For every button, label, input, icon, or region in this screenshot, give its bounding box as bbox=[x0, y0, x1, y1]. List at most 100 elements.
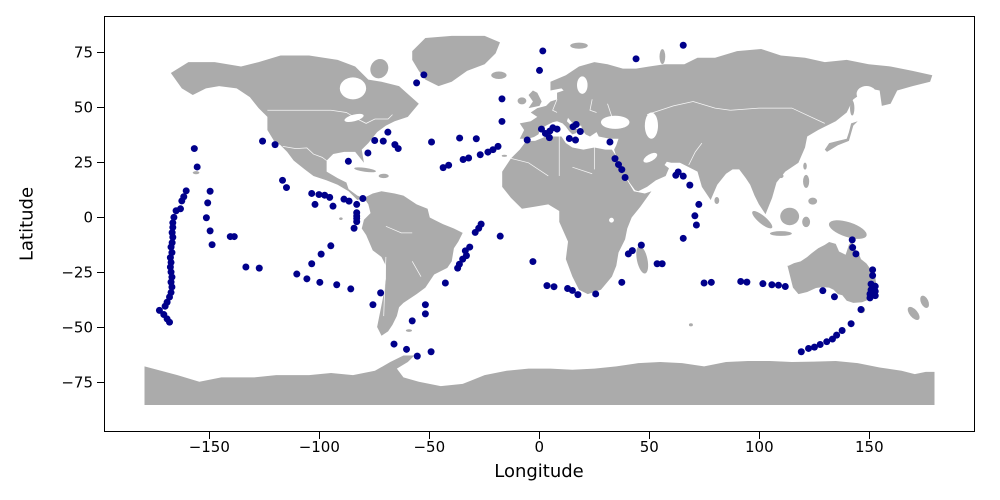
data-point bbox=[576, 128, 584, 135]
data-point bbox=[869, 272, 877, 280]
lake-victoria bbox=[609, 217, 614, 223]
data-point bbox=[743, 278, 751, 286]
landmass-greenland bbox=[412, 35, 500, 87]
data-point bbox=[421, 310, 429, 318]
x-tick-label: −100 bbox=[298, 438, 340, 456]
data-point bbox=[857, 306, 865, 313]
data-point bbox=[830, 293, 838, 301]
data-point bbox=[692, 221, 700, 229]
data-point bbox=[359, 195, 367, 202]
data-point bbox=[413, 352, 421, 360]
data-point bbox=[810, 343, 818, 351]
data-point bbox=[202, 214, 210, 222]
data-point bbox=[674, 168, 682, 176]
data-point bbox=[571, 136, 579, 144]
x-tick-mark bbox=[868, 432, 870, 439]
island-falklands bbox=[405, 329, 413, 332]
data-point bbox=[439, 164, 447, 172]
y-tick-label: 25 bbox=[73, 153, 93, 172]
data-point bbox=[574, 291, 582, 299]
data-point bbox=[420, 71, 428, 79]
data-point bbox=[377, 289, 385, 297]
data-point bbox=[823, 338, 831, 346]
data-point bbox=[427, 348, 435, 356]
x-tick-mark bbox=[648, 432, 650, 439]
island-canary bbox=[501, 154, 508, 157]
data-point bbox=[572, 121, 580, 128]
data-point bbox=[632, 55, 640, 63]
data-point bbox=[615, 161, 622, 169]
island-sulawesi bbox=[802, 216, 811, 228]
x-tick-label: 100 bbox=[744, 438, 774, 456]
data-point bbox=[737, 277, 745, 285]
data-point bbox=[329, 202, 337, 210]
y-tick-mark bbox=[97, 51, 104, 54]
data-point bbox=[204, 199, 212, 207]
island-sakhalin bbox=[850, 100, 855, 116]
country-borders-layer bbox=[267, 99, 825, 317]
data-point bbox=[353, 218, 361, 226]
x-tick-label: 50 bbox=[639, 438, 659, 456]
island-japan bbox=[824, 121, 858, 152]
data-point bbox=[161, 302, 169, 310]
island-ireland bbox=[517, 97, 527, 105]
x-tick-mark bbox=[428, 432, 430, 439]
data-point bbox=[471, 228, 479, 236]
island-novaya-zemlya bbox=[659, 49, 666, 65]
data-point bbox=[293, 270, 301, 278]
data-point bbox=[168, 283, 176, 291]
data-point bbox=[350, 224, 358, 232]
x-axis-label: Longitude bbox=[494, 461, 584, 482]
island-kerguelen bbox=[688, 323, 693, 327]
island-baffin bbox=[370, 59, 389, 79]
island-galapagos bbox=[339, 217, 343, 220]
data-point bbox=[498, 117, 506, 125]
data-point bbox=[695, 200, 703, 208]
inland-seas-layer bbox=[339, 76, 877, 223]
data-point bbox=[797, 348, 805, 356]
data-point bbox=[472, 135, 480, 143]
data-point bbox=[592, 290, 600, 298]
data-point bbox=[536, 66, 543, 74]
data-point bbox=[529, 258, 537, 266]
data-point bbox=[208, 241, 216, 249]
island-cuba bbox=[354, 167, 376, 173]
data-point bbox=[545, 134, 553, 142]
data-point bbox=[206, 227, 214, 235]
data-point bbox=[523, 136, 531, 144]
y-tick-label: 75 bbox=[73, 43, 93, 62]
island-sri-lanka bbox=[714, 196, 720, 204]
data-point bbox=[308, 189, 316, 197]
data-point bbox=[484, 148, 492, 156]
island-great-britain bbox=[528, 90, 542, 109]
data-point bbox=[311, 200, 319, 208]
data-point bbox=[169, 233, 177, 241]
landmass-antarctica bbox=[144, 355, 935, 405]
y-tick-label: −25 bbox=[61, 263, 93, 282]
data-point bbox=[565, 135, 573, 142]
data-point bbox=[848, 236, 856, 244]
landmass-australia bbox=[787, 241, 877, 303]
map-plot-area bbox=[104, 16, 975, 432]
data-point bbox=[390, 340, 398, 348]
x-tick-label: 150 bbox=[854, 438, 884, 456]
data-point bbox=[459, 255, 467, 263]
data-point bbox=[498, 95, 506, 103]
island-new-guinea bbox=[828, 220, 867, 239]
data-point bbox=[781, 283, 789, 290]
data-point bbox=[259, 137, 267, 145]
data-point bbox=[871, 292, 879, 300]
island-nz-south bbox=[907, 306, 920, 320]
data-point bbox=[866, 294, 874, 302]
data-point bbox=[190, 145, 198, 153]
data-point bbox=[686, 181, 694, 189]
x-tick-label: −150 bbox=[188, 438, 230, 456]
sea-caspian bbox=[644, 112, 658, 139]
data-point bbox=[550, 283, 558, 291]
data-point bbox=[166, 318, 174, 326]
island-madagascar bbox=[636, 246, 649, 274]
data-point bbox=[303, 275, 311, 283]
island-hispaniola bbox=[378, 173, 389, 179]
data-point bbox=[282, 184, 290, 192]
